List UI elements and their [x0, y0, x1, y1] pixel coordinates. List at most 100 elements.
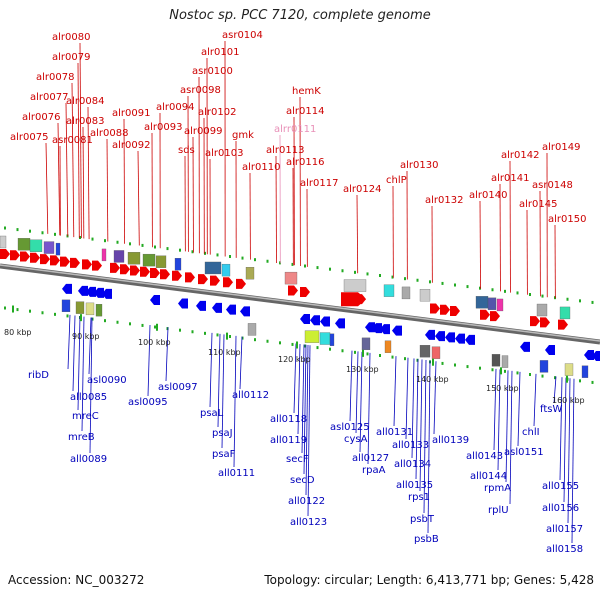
reverse-gene-label[interactable]: secF	[286, 454, 309, 465]
feature-box[interactable]	[304, 330, 320, 343]
reverse-gene-label[interactable]: all0111	[218, 468, 255, 479]
gene-labels[interactable]: alr0080 alr0079 alr0078 alr0077 alr0076 alr00…	[10, 30, 586, 555]
reverse-gene-label[interactable]: all0123	[290, 517, 327, 528]
reverse-gene-label[interactable]: all0133	[392, 440, 429, 451]
forward-gene-label[interactable]: asr0081	[52, 135, 93, 146]
feature-box[interactable]	[564, 363, 574, 376]
reverse-gene-label[interactable]: psaF	[212, 449, 236, 460]
forward-gene-arrow[interactable]	[430, 303, 440, 314]
reverse-gene-arrow[interactable]	[226, 304, 236, 315]
forward-gene-arrow[interactable]	[60, 256, 70, 267]
reverse-gene-label[interactable]: all0119	[270, 435, 307, 446]
reverse-gene-label[interactable]: all0089	[70, 454, 107, 465]
reverse-gene-label[interactable]: rplU	[488, 505, 509, 516]
forward-gene-label[interactable]: alr0142	[501, 150, 539, 161]
reverse-gene-label[interactable]: all0085	[70, 392, 107, 403]
reverse-gene-arrow[interactable]	[545, 345, 555, 356]
forward-gene-label[interactable]: alr0084	[66, 96, 104, 107]
feature-box[interactable]	[384, 340, 392, 353]
forward-gene-label[interactable]: alr0088	[90, 128, 128, 139]
reverse-gene-label[interactable]: cysA	[344, 434, 368, 445]
reverse-gene-arrow[interactable]	[335, 318, 345, 329]
reverse-gene-label[interactable]: all0156	[542, 503, 579, 514]
forward-gene-label[interactable]: asr0100	[192, 66, 233, 77]
forward-gene-label[interactable]: asr0098	[180, 85, 221, 96]
forward-gene-arrow[interactable]	[70, 257, 80, 268]
reverse-gene-label[interactable]: all0134	[394, 459, 431, 470]
reverse-gene-arrow[interactable]	[584, 349, 594, 360]
reverse-gene-arrow[interactable]	[62, 283, 72, 294]
reverse-gene-label[interactable]: psbT	[410, 514, 435, 525]
reverse-gene-label[interactable]: rpmA	[484, 483, 511, 494]
feature-box[interactable]	[539, 360, 549, 373]
forward-gene-arrow[interactable]	[288, 285, 298, 296]
reverse-gene-arrow[interactable]	[372, 323, 382, 334]
feature-box[interactable]	[343, 279, 367, 292]
forward-gene-arrow[interactable]	[185, 272, 195, 283]
reverse-gene-arrow[interactable]	[150, 295, 160, 305]
reverse-gene-arrow[interactable]	[196, 300, 206, 311]
forward-gene-arrow[interactable]	[130, 265, 140, 276]
reverse-gene-label[interactable]: psbB	[414, 534, 439, 545]
feature-box[interactable]	[204, 261, 222, 275]
forward-gene-label[interactable]: chlP	[386, 175, 407, 186]
forward-gene-label[interactable]: alr0079	[52, 52, 90, 63]
reverse-gene-arrow[interactable]	[445, 332, 455, 343]
forward-gene-arrow[interactable]	[10, 250, 20, 261]
forward-gene-label[interactable]: asr0148	[532, 180, 573, 191]
forward-gene-arrow[interactable]	[198, 274, 208, 285]
reverse-gene-arrow[interactable]	[592, 350, 600, 361]
forward-gene-label[interactable]: alr0094	[156, 102, 194, 113]
reverse-gene-arrow[interactable]	[94, 287, 104, 298]
forward-gene-label[interactable]: alr0101	[201, 47, 239, 58]
feature-box[interactable]	[221, 263, 231, 277]
forward-gene-label[interactable]: alr0150	[548, 214, 586, 225]
feature-box[interactable]	[319, 332, 331, 345]
feature-box[interactable]	[475, 296, 489, 309]
forward-gene-arrow[interactable]	[490, 311, 500, 322]
reverse-gene-arrow[interactable]	[78, 285, 88, 296]
feature-box[interactable]	[61, 299, 71, 313]
forward-gene-label[interactable]: alr0110	[242, 162, 280, 173]
forward-gene-label[interactable]: hemK	[292, 86, 321, 97]
forward-gene-arrow[interactable]	[480, 309, 490, 320]
reverse-gene-arrow[interactable]	[435, 331, 445, 342]
reverse-gene-label[interactable]: all0135	[396, 480, 433, 491]
forward-gene-label[interactable]: alr0103	[205, 148, 243, 159]
reverse-gene-label[interactable]: all0155	[542, 481, 579, 492]
reverse-gene-label[interactable]: mreC	[72, 411, 99, 422]
forward-gene-arrow[interactable]	[50, 255, 60, 266]
reverse-gene-label[interactable]: all0157	[546, 524, 583, 535]
reverse-gene-label[interactable]: all0131	[376, 427, 413, 438]
feature-box[interactable]	[55, 242, 61, 256]
feature-box[interactable]	[245, 267, 255, 280]
forward-gene-arrow[interactable]	[236, 278, 246, 289]
forward-gene-label[interactable]: alr0145	[519, 199, 557, 210]
reverse-gene-label[interactable]: all0112	[232, 390, 269, 401]
feature-box[interactable]	[284, 271, 298, 285]
forward-gene-arrow[interactable]	[0, 249, 10, 259]
forward-gene-label[interactable]: alr0114	[286, 106, 324, 117]
forward-gene-label[interactable]: alr0141	[491, 173, 529, 184]
forward-gene-arrow[interactable]	[20, 251, 30, 262]
forward-gene-label[interactable]: alr0113	[266, 145, 304, 156]
feature-box[interactable]	[401, 286, 411, 300]
reverse-gene-arrow[interactable]	[365, 322, 375, 333]
reverse-gene-label[interactable]: secD	[290, 475, 315, 486]
forward-gene-label[interactable]: alrr0111	[274, 124, 316, 135]
reverse-gene-label[interactable]: rpaA	[362, 465, 386, 476]
forward-gene-arrow[interactable]	[558, 319, 568, 330]
feature-box[interactable]	[487, 297, 497, 310]
reverse-gene-label[interactable]: all0139	[432, 435, 469, 446]
feature-box[interactable]	[85, 302, 95, 316]
reverse-gene-label[interactable]: all0143	[466, 451, 503, 462]
reverse-gene-label[interactable]: psaJ	[212, 428, 233, 439]
forward-gene-arrow[interactable]	[140, 266, 150, 277]
feature-box[interactable]	[491, 354, 501, 367]
forward-gene-label[interactable]: alr0132	[425, 195, 463, 206]
forward-gene-label[interactable]: alr0076	[22, 112, 60, 123]
reverse-gene-label[interactable]: all0127	[352, 453, 389, 464]
feature-box[interactable]	[536, 303, 548, 317]
forward-gene-arrow[interactable]	[40, 254, 50, 265]
forward-gene-label[interactable]: gmk	[232, 130, 254, 141]
